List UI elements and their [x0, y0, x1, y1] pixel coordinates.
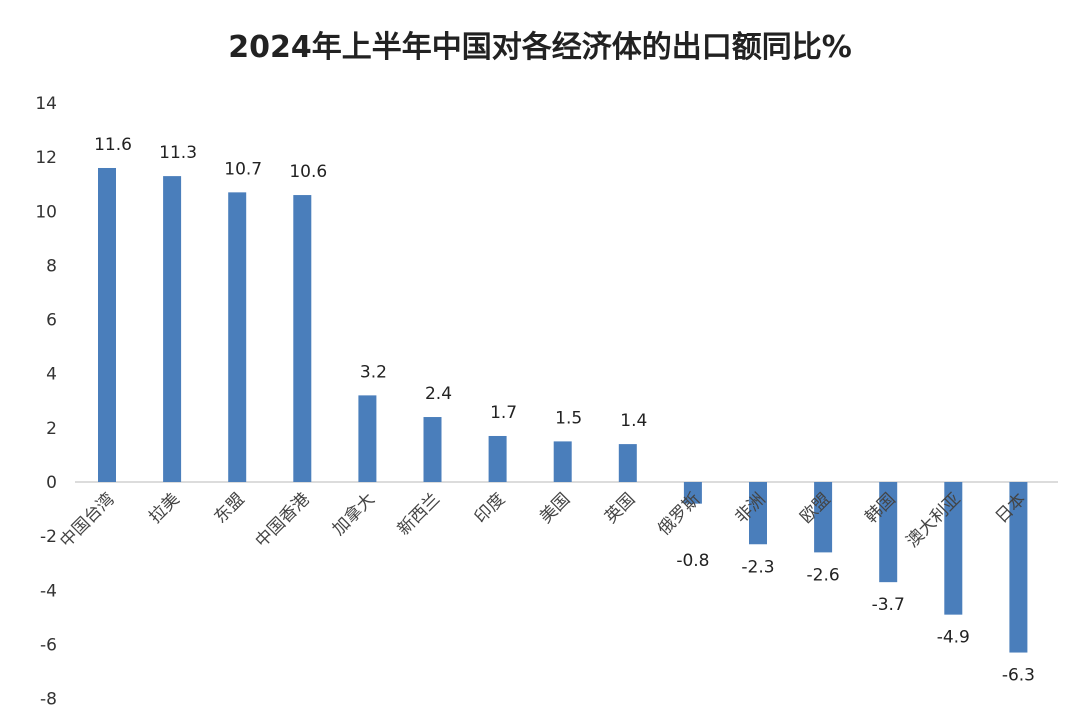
bar — [553, 441, 572, 482]
category-label: 中国香港 — [252, 489, 314, 551]
data-label: 3.2 — [360, 362, 387, 382]
bar — [1009, 482, 1028, 653]
bar — [944, 482, 963, 615]
bar — [98, 167, 116, 482]
data-label: 2.4 — [425, 384, 452, 404]
data-label: -2.3 — [741, 557, 774, 577]
data-label: 10.6 — [289, 162, 327, 182]
data-label: 1.7 — [490, 403, 517, 423]
category-label: 俄罗斯 — [654, 489, 704, 539]
y-tick-label: -2 — [40, 527, 57, 547]
y-tick-label: 10 — [35, 202, 57, 222]
bar — [749, 482, 767, 545]
data-label: -4.9 — [937, 628, 970, 648]
bar — [618, 444, 637, 482]
y-tick-label: 14 — [35, 94, 57, 114]
category-label: 新西兰 — [394, 489, 444, 539]
data-label: -0.8 — [676, 551, 709, 571]
bar — [488, 435, 507, 482]
data-label: 10.7 — [224, 159, 262, 179]
y-tick-label: 8 — [46, 256, 57, 276]
bar — [423, 417, 442, 482]
chart-title: 2024年上半年中国对各经济体的出口额同比% — [228, 30, 852, 65]
category-label: 中国台湾 — [56, 489, 118, 551]
y-tick-label: -4 — [40, 581, 57, 601]
bar — [163, 176, 182, 482]
y-tick-label: 6 — [46, 311, 57, 331]
data-label: 1.5 — [555, 408, 582, 428]
category-label: 印度 — [471, 489, 509, 527]
y-tick-label: 2 — [46, 419, 57, 439]
category-label: 拉美 — [145, 489, 183, 527]
y-tick-label: 0 — [46, 473, 57, 493]
category-label: 英国 — [601, 489, 639, 527]
y-tick-label: -6 — [40, 635, 57, 655]
data-label: -2.6 — [807, 565, 840, 585]
category-label: 东盟 — [211, 489, 249, 527]
data-label: -6.3 — [1002, 666, 1035, 686]
bar — [228, 192, 247, 482]
category-label: 美国 — [536, 489, 574, 527]
y-tick-label: 12 — [35, 148, 57, 168]
bar — [293, 195, 312, 483]
y-tick-label: 4 — [46, 365, 57, 385]
bar — [683, 482, 702, 504]
data-label: -3.7 — [872, 595, 905, 615]
bar — [879, 482, 898, 583]
bar — [358, 395, 377, 482]
data-label: 11.3 — [159, 143, 197, 163]
bar — [814, 482, 833, 553]
category-label: 加拿大 — [328, 489, 379, 540]
data-label: 1.4 — [620, 411, 647, 431]
data-label: 11.6 — [94, 135, 132, 155]
y-tick-label: -8 — [40, 690, 57, 710]
